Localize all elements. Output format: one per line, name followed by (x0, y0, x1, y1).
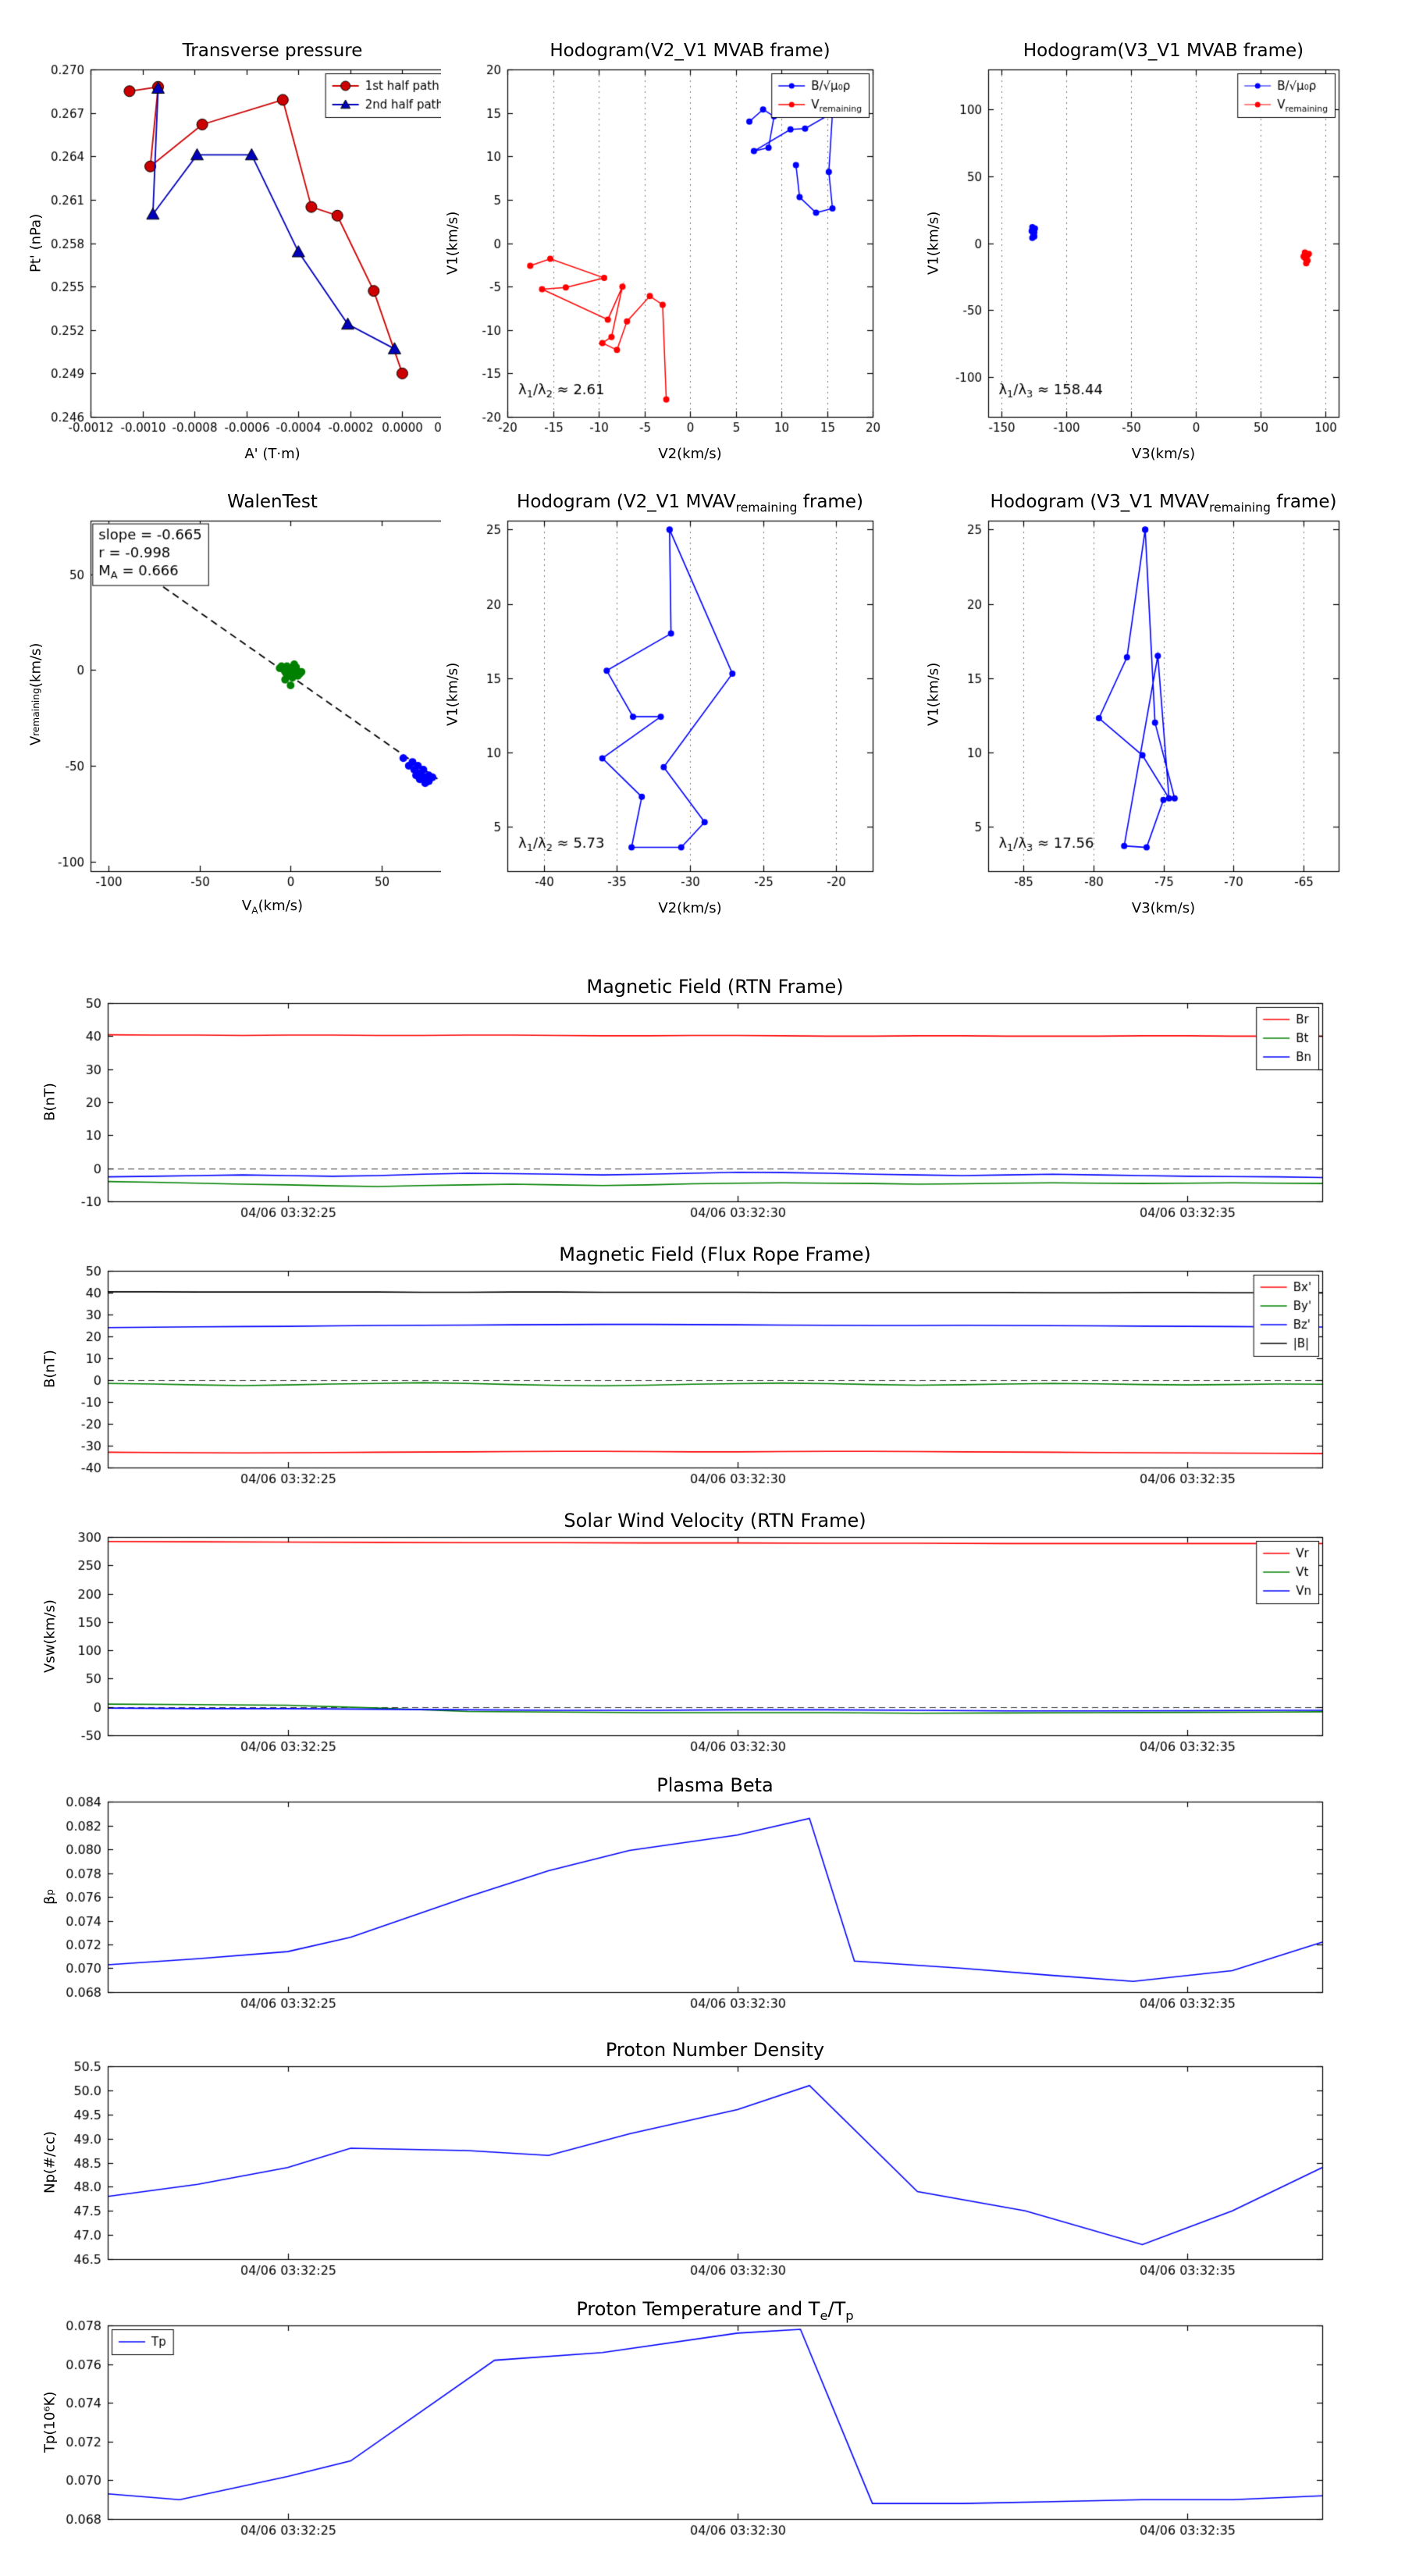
chart-magnetic-field-rtn: Magnetic Field (RTN Frame) B(nT) (34, 972, 1342, 1236)
chart-transverse-pressure: Transverse pressure Pt' (nPa) A' (T·m) (24, 34, 474, 464)
chart-canvas (34, 972, 1342, 1236)
chart-proton-density: Proton Number Density Np(#/cc) (34, 2035, 1342, 2294)
chart-canvas (34, 1240, 1342, 1503)
chart-canvas (441, 486, 892, 918)
y-axis-label: Tp(10⁶K) (41, 2391, 59, 2453)
y-axis-label: Np(#/cc) (41, 2131, 59, 2194)
chart-title: Solar Wind Velocity (RTN Frame) (564, 1510, 866, 1532)
chart-title: Hodogram(V2_V1 MVAB frame) (550, 41, 831, 61)
x-axis-label: VA(km/s) (241, 898, 304, 916)
x-axis-label: A' (T·m) (244, 446, 301, 462)
chart-solar-wind-velocity: Solar Wind Velocity (RTN Frame) Vsw(km/s… (34, 1506, 1342, 1770)
y-axis-label: V1(km/s) (444, 211, 461, 276)
y-axis-label: V1(km/s) (925, 211, 942, 276)
chart-canvas (922, 34, 1358, 464)
y-axis-label: B(nT) (41, 1350, 59, 1389)
x-axis-label: V2(km/s) (658, 446, 722, 462)
chart-title: Proton Temperature and Te/Tp (576, 2298, 854, 2323)
chart-title: Hodogram(V3_V1 MVAB frame) (1023, 41, 1304, 61)
chart-magnetic-field-flux-rope: Magnetic Field (Flux Rope Frame) B(nT) (34, 1240, 1342, 1503)
chart-canvas (34, 1770, 1342, 2027)
chart-title: Magnetic Field (Flux Rope Frame) (559, 1244, 871, 1265)
chart-hodogram-v3v1-mvab: Hodogram(V3_V1 MVAB frame) V1(km/s) V3(k… (922, 34, 1358, 464)
chart-canvas (922, 486, 1358, 918)
y-axis-label: B(nT) (41, 1083, 59, 1122)
y-axis-label: Pt' (nPa) (27, 213, 44, 273)
chart-proton-temperature: Proton Temperature and Te/Tp Tp(10⁶K) (34, 2294, 1342, 2554)
y-axis-label: V1(km/s) (444, 662, 461, 727)
chart-title: Hodogram (V2_V1 MVAVremaining frame) (517, 492, 863, 515)
chart-canvas (34, 1506, 1342, 1770)
y-axis-label: V1(km/s) (925, 662, 942, 727)
chart-canvas (441, 34, 892, 464)
chart-hodogram-v2v1-mvab: Hodogram(V2_V1 MVAB frame) V1(km/s) V2(k… (441, 34, 892, 464)
x-axis-label: V3(km/s) (1131, 900, 1196, 916)
chart-canvas (34, 2294, 1342, 2554)
chart-title: WalenTest (227, 492, 318, 512)
chart-canvas (34, 2035, 1342, 2294)
chart-canvas (24, 34, 474, 464)
x-axis-label: V2(km/s) (658, 900, 722, 916)
chart-title: Plasma Beta (656, 1774, 774, 1796)
chart-title: Hodogram (V3_V1 MVAVremaining frame) (990, 492, 1337, 515)
chart-title: Transverse pressure (182, 41, 363, 61)
y-axis-label: Vsw(km/s) (41, 1599, 59, 1673)
chart-canvas (24, 486, 474, 918)
x-axis-label: V3(km/s) (1131, 446, 1196, 462)
chart-hodogram-v2v1-mvav: Hodogram (V2_V1 MVAVremaining frame) V1(… (441, 486, 892, 918)
chart-title: Magnetic Field (RTN Frame) (586, 976, 844, 998)
chart-title: Proton Number Density (605, 2039, 825, 2061)
chart-hodogram-v3v1-mvav: Hodogram (V3_V1 MVAVremaining frame) V1(… (922, 486, 1358, 918)
